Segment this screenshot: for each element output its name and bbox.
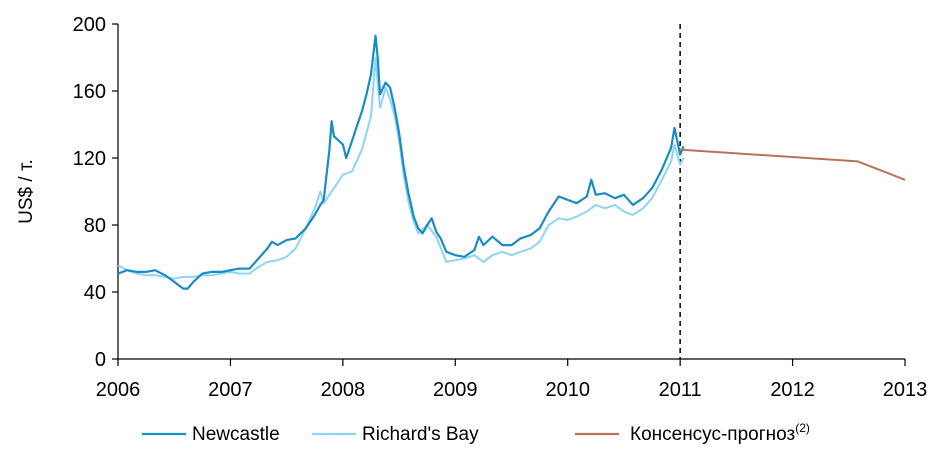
- x-tick-label: 2008: [321, 379, 366, 401]
- y-axis-title: US$ / т.: [16, 159, 37, 224]
- x-tick-label: 2009: [433, 379, 478, 401]
- x-tick-label: 2007: [208, 379, 253, 401]
- legend-footnote-marker: (2): [795, 421, 810, 435]
- y-ticks: 0 40 80 120 160 200: [73, 14, 118, 371]
- y-tick-label: 120: [73, 148, 106, 170]
- y-tick-label: 0: [95, 349, 106, 371]
- x-tick-label: 2013: [883, 379, 928, 401]
- x-tick-label: 2010: [545, 379, 590, 401]
- legend-label-0: Newcastle: [192, 424, 280, 445]
- y-tick-label: 200: [73, 14, 106, 36]
- legend-name: Richard's Bay: [362, 424, 479, 445]
- legend-label-2: Консенсус-прогноз(2): [630, 421, 810, 445]
- series-line-1: [117, 56, 685, 280]
- x-tick-label: 2011: [659, 379, 702, 401]
- legend-label-1: Richard's Bay: [362, 424, 479, 445]
- series-line-2: [680, 148, 906, 181]
- legend-name: Newcastle: [192, 424, 280, 445]
- x-ticks: 2006 2007 2008 2009 2010 2011 2012 2013: [96, 359, 928, 401]
- series-line-0: [117, 34, 685, 290]
- y-tick-label: 80: [84, 215, 106, 237]
- legend: Newcastle Richard's Bay Консенсус-прогноз(…: [142, 421, 810, 445]
- y-tick-label: 40: [84, 282, 106, 304]
- legend-name: Консенсус-прогноз: [630, 424, 795, 445]
- x-tick-label: 2006: [96, 379, 141, 401]
- y-tick-label: 160: [73, 81, 106, 103]
- x-tick-label: 2012: [770, 379, 815, 401]
- series-group: [117, 34, 906, 290]
